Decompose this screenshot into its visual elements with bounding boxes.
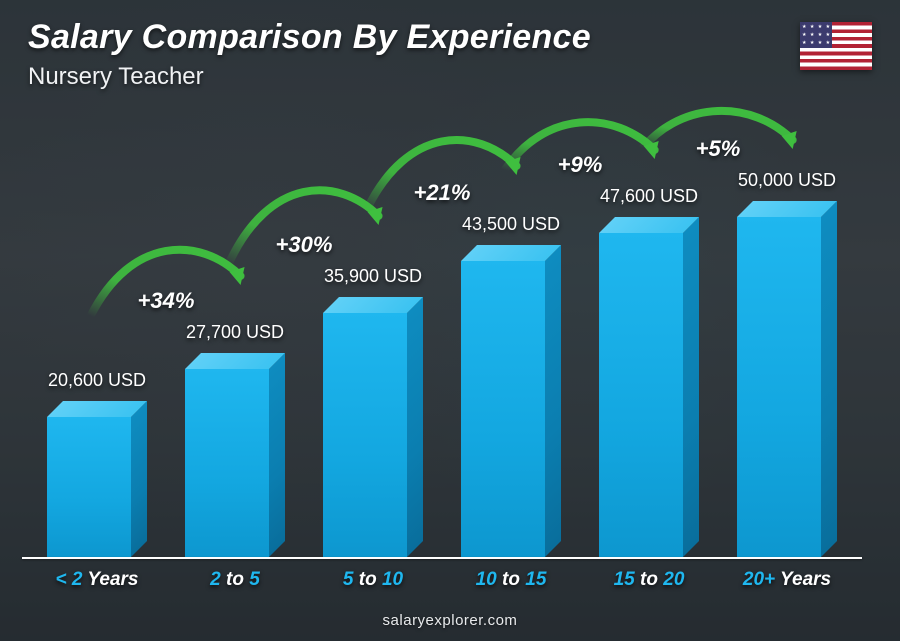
pct-change-label: +30%	[276, 232, 333, 258]
pct-change-label: +34%	[138, 288, 195, 314]
flag-canton	[800, 22, 832, 48]
pct-change-badge: +5%	[696, 136, 741, 162]
pct-change-label: +21%	[414, 180, 471, 206]
footer-source: salaryexplorer.com	[0, 612, 900, 629]
pct-change-label: +9%	[558, 152, 603, 178]
chart-subtitle: Nursery Teacher	[28, 63, 591, 91]
title-block: Salary Comparison By Experience Nursery …	[28, 18, 591, 91]
pct-layer: +34% +30% +21% +9% +5%	[28, 120, 856, 587]
pct-change-badge: +9%	[558, 152, 603, 178]
pct-change-badge: +30%	[276, 232, 333, 258]
chart-area: 20,600 USD27,700 USD35,900 USD43,500 USD…	[28, 120, 856, 587]
infographic-stage: Salary Comparison By Experience Nursery …	[0, 0, 900, 641]
pct-change-label: +5%	[696, 136, 741, 162]
pct-change-badge: +21%	[414, 180, 471, 206]
chart-title: Salary Comparison By Experience	[28, 18, 591, 57]
country-flag-us	[800, 22, 872, 70]
pct-change-badge: +34%	[138, 288, 195, 314]
